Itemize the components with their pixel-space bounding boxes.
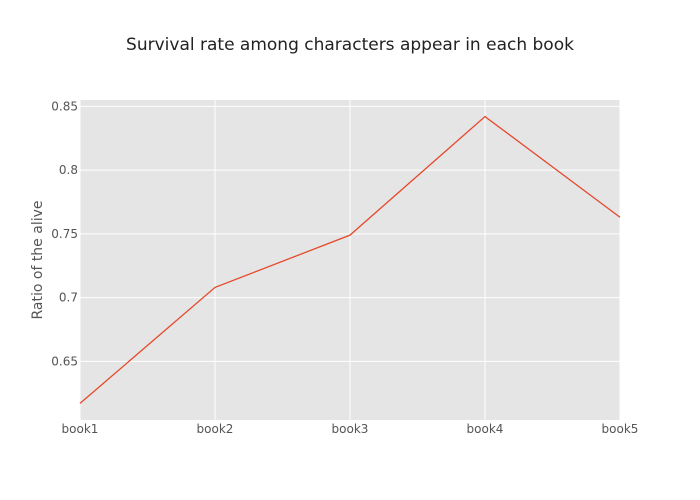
y-tick-labels: 0.65 0.7 0.75 0.8 0.85 — [51, 99, 78, 368]
chart-title: Survival rate among characters appear in… — [126, 35, 574, 55]
x-tick-label: book3 — [332, 422, 369, 436]
x-tick-label: book4 — [467, 422, 504, 436]
line-series — [79, 115, 621, 404]
y-tick-label: 0.85 — [51, 99, 78, 113]
y-axis-title: Ratio of the alive — [30, 200, 46, 319]
gridlines — [79, 100, 621, 420]
y-tick-label: 0.75 — [51, 227, 78, 241]
y-tick-label: 0.65 — [51, 354, 78, 368]
x-tick-label: book2 — [197, 422, 234, 436]
x-tick-label: book5 — [602, 422, 639, 436]
x-tick-label: book1 — [62, 422, 99, 436]
y-tick-label: 0.7 — [59, 291, 78, 305]
x-tick-labels: book1 book2 book3 book4 book5 — [62, 422, 639, 436]
series-line — [79, 115, 621, 404]
y-tick-label: 0.8 — [59, 163, 78, 177]
